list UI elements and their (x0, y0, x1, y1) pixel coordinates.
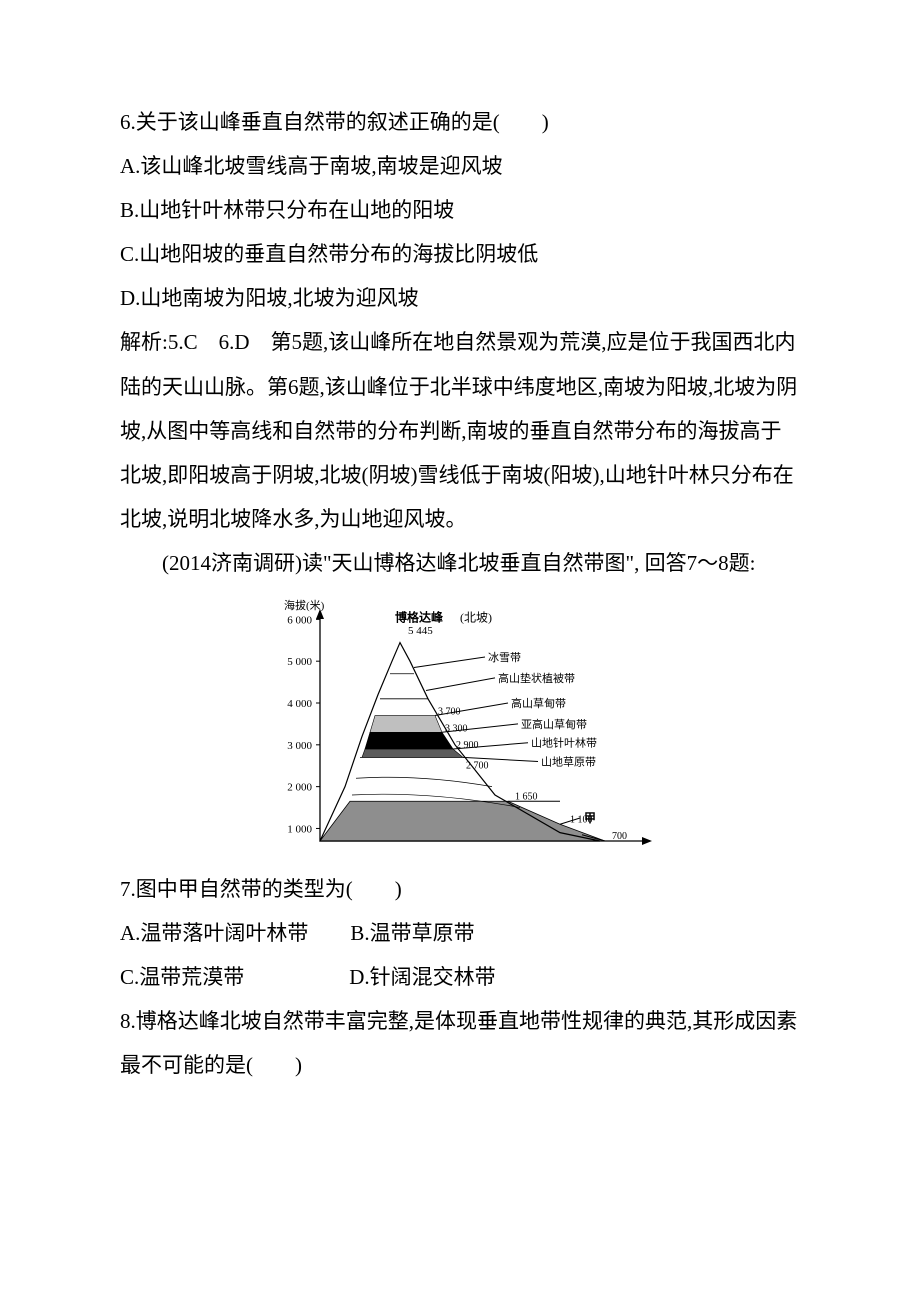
svg-text:2 700: 2 700 (466, 760, 489, 771)
svg-text:700: 700 (612, 831, 627, 842)
q7-option-a: A.温带落叶阔叶林带 (120, 921, 308, 945)
svg-text:山地草原带: 山地草原带 (541, 756, 596, 769)
svg-text:山地针叶林带: 山地针叶林带 (531, 736, 597, 750)
svg-text:3 300: 3 300 (445, 723, 468, 734)
q7-option-c: C.温带荒漠带 (120, 965, 244, 989)
q6-option-a: A.该山峰北坡雪线高于南坡,南坡是迎风坡 (120, 144, 800, 188)
svg-text:冰雪带: 冰雪带 (488, 651, 521, 664)
intro-7-8: (2014济南调研)读"天山博格达峰北坡垂直自然带图", 回答7～8题: (120, 541, 800, 585)
svg-text:高山垫状植被带: 高山垫状植被带 (498, 671, 575, 685)
svg-text:3 700: 3 700 (438, 707, 461, 718)
svg-text:5 445: 5 445 (408, 625, 433, 637)
q7-stem: 7.图中甲自然带的类型为( ) (120, 867, 800, 911)
q7-option-d: D.针阔混交林带 (349, 965, 495, 989)
q6-option-b: B.山地针叶林带只分布在山地的阳坡 (120, 188, 800, 232)
svg-text:2 000: 2 000 (287, 782, 312, 794)
svg-text:1 000: 1 000 (287, 823, 312, 835)
svg-text:博格达峰: 博格达峰 (395, 609, 444, 624)
svg-text:5 000: 5 000 (287, 656, 312, 668)
svg-text:海拔(米): 海拔(米) (284, 598, 325, 612)
svg-text:2 900: 2 900 (456, 740, 479, 751)
svg-text:4 000: 4 000 (287, 698, 312, 710)
bogda-peak-figure: 1 000 2 000 3 000 4 000 5 000 6 000 海拔(米) 博格达峰 (… (120, 591, 800, 861)
q6-option-c: C.山地阳坡的垂直自然带分布的海拔比阴坡低 (120, 232, 800, 276)
svg-text:甲: 甲 (584, 811, 596, 825)
q6-option-d: D.山地南坡为阳坡,北坡为迎风坡 (120, 276, 800, 320)
svg-text:1 650: 1 650 (515, 791, 538, 802)
q6-stem: 6.关于该山峰垂直自然带的叙述正确的是( ) (120, 100, 800, 144)
svg-text:亚高山草甸带: 亚高山草甸带 (521, 717, 587, 731)
svg-text:(北坡): (北坡) (460, 610, 492, 624)
q7-option-b: B.温带草原带 (350, 921, 474, 945)
svg-text:3 000: 3 000 (287, 740, 312, 752)
svg-text:6 000: 6 000 (287, 614, 312, 626)
q8-stem: 8.博格达峰北坡自然带丰富完整,是体现垂直地带性规律的典范,其形成因素最不可能的… (120, 999, 800, 1087)
explain-5-6: 解析:5.C 6.D 第5题,该山峰所在地自然景观为荒漠,应是位于我国西北内陆的… (120, 320, 800, 540)
q7-options-ab: A.温带落叶阔叶林带 B.温带草原带 (120, 911, 800, 955)
q7-options-cd: C.温带荒漠带 D.针阔混交林带 (120, 955, 800, 999)
svg-text:高山草甸带: 高山草甸带 (511, 696, 566, 710)
